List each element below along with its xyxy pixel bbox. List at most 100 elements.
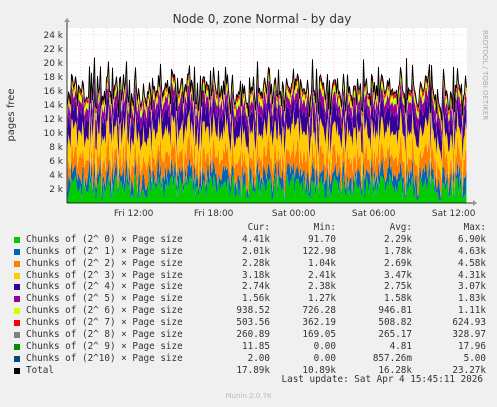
legend-series-name: Chunks of (2^ 0) × Page size (26, 233, 183, 245)
x-tick-label: Sat 12:00 (432, 209, 476, 219)
legend-series-name: Chunks of (2^ 8) × Page size (26, 329, 183, 341)
legend-avg-value: 16.28k (378, 364, 412, 376)
legend-cur-value: 2.00 (247, 352, 270, 364)
y-tick-label: 8 k (49, 143, 64, 153)
legend-series-name: Chunks of (2^ 9) × Page size (26, 340, 183, 352)
legend-cur-value: 17.89k (236, 364, 270, 376)
y-ticks: 2 k 4 k 6 k 8 k 10 k 12 k 14 k 16 k 18 k 20 k 22 k… (43, 31, 63, 195)
legend-row: Chunks of (2^ 5) × Page size 1.56k 1.27k 1.… (12, 293, 492, 305)
y-axis-arrow (64, 18, 70, 22)
x-ticks: Fri 12:00 Fri 18:00 Sat 00:00 Sat 06:00 Sat … (114, 209, 476, 219)
rrdtool-label: RRDTOOL / TOBI OETIKER (481, 30, 489, 120)
legend-series-name: Chunks of (2^ 4) × Page size (26, 281, 183, 293)
legend-avg-value: 3.47k (384, 269, 412, 281)
legend-cur-value: 2.01k (242, 245, 270, 257)
col-min: Min: (313, 222, 336, 233)
series-area-3 (67, 99, 467, 188)
legend-row: Chunks of (2^10) × Page size 2.00 0.00 857.… (12, 353, 492, 365)
legend-min-value: 91.70 (308, 233, 336, 245)
legend-avg-value: 4.81 (389, 340, 412, 352)
x-tick-label: Sat 00:00 (272, 209, 316, 219)
legend-min-value: 2.38k (308, 281, 336, 293)
legend-min-value: 122.98 (302, 245, 336, 257)
legend-min-value: 1.27k (308, 293, 336, 305)
legend-cur-value: 2.28k (242, 257, 270, 269)
legend-min-value: 726.28 (302, 305, 336, 317)
legend-avg-value: 946.81 (378, 305, 412, 317)
legend-series-name: Chunks of (2^ 2) × Page size (26, 257, 183, 269)
legend-cur-value: 1.56k (242, 293, 270, 305)
legend-cur-value: 11.85 (242, 340, 270, 352)
legend-cur-value: 2.74k (242, 281, 270, 293)
last-update: Last update: Sat Apr 4 15:45:11 2026 (281, 374, 484, 385)
legend-series-name: Chunks of (2^ 7) × Page size (26, 317, 183, 329)
series-area-0 (67, 173, 467, 203)
legend-max-value: 4.31k (458, 269, 486, 281)
legend-avg-value: 508.82 (378, 317, 412, 329)
legend-series-name: Chunks of (2^ 1) × Page size (26, 245, 183, 257)
legend-avg-value: 1.78k (384, 245, 412, 257)
total-line (67, 57, 467, 121)
legend-swatch (14, 284, 20, 291)
munin-version: Munin 2.0.76 (225, 392, 272, 400)
legend-max-value: 17.96 (458, 340, 486, 352)
legend-swatch (14, 308, 20, 315)
y-tick-label: 6 k (49, 157, 64, 167)
legend-cur-value: 260.89 (236, 329, 270, 341)
legend-cur-value: 503.56 (236, 317, 270, 329)
legend-series-name: Chunks of (2^ 6) × Page size (26, 305, 183, 317)
legend-row: Chunks of (2^ 9) × Page size 11.85 0.00 4.8… (12, 341, 492, 353)
legend-max-value: 4.58k (458, 257, 486, 269)
legend-swatch (14, 272, 20, 279)
legend-row: Total 17.89k 10.89k 16.28k 23.27k (12, 365, 492, 377)
legend-max-value: 4.63k (458, 245, 486, 257)
axes (64, 18, 477, 206)
legend-row: Chunks of (2^ 1) × Page size 2.01k 122.98 1… (12, 246, 492, 258)
total-series-line (67, 57, 467, 121)
legend-swatch (14, 343, 20, 350)
legend-avg-value: 857.26m (372, 352, 412, 364)
y-tick-label: 4 k (49, 171, 64, 181)
legend-swatch (14, 296, 20, 303)
y-tick-label: 18 k (43, 73, 63, 83)
legend-max-value: 1.83k (458, 293, 486, 305)
chart-title: Node 0, zone Normal - by day (173, 12, 352, 26)
legend-swatch (14, 248, 20, 255)
legend-row: Chunks of (2^ 0) × Page size 4.41k 91.70 2.… (12, 234, 492, 246)
legend-max-value: 6.90k (458, 233, 486, 245)
series-area-5 (67, 69, 467, 142)
legend-row: Chunks of (2^ 4) × Page size 2.74k 2.38k 2.… (12, 281, 492, 293)
series-area-2 (67, 126, 467, 199)
legend-row: Chunks of (2^ 8) × Page size 260.89 169.05… (12, 329, 492, 341)
x-tick-label: Fri 12:00 (114, 209, 154, 219)
legend-series-name: Chunks of (2^ 5) × Page size (26, 293, 183, 305)
legend-min-value: 169.05 (302, 329, 336, 341)
legend: Cur: Min: Avg: Max: Chunks of (2^ 0) × P… (12, 222, 492, 377)
legend-cur-value: 4.41k (242, 233, 270, 245)
legend-min-value: 10.89k (302, 364, 336, 376)
legend-max-value: 1.11k (458, 305, 486, 317)
chart: Node 0, zone Normal - by day pages free … (6, 12, 489, 219)
legend-cur-value: 938.52 (236, 305, 270, 317)
legend-swatch (14, 236, 20, 243)
legend-max-value: 23.27k (452, 364, 486, 376)
y-axis-label: pages free (6, 88, 17, 141)
series-area-6 (67, 62, 467, 133)
legend-max-value: 328.97 (452, 329, 486, 341)
legend-series-name: Total (26, 364, 54, 376)
legend-swatch (14, 332, 20, 339)
legend-swatch (14, 320, 20, 327)
legend-max-value: 3.07k (458, 281, 486, 293)
legend-row: Chunks of (2^ 2) × Page size 2.28k 1.04k 2.… (12, 258, 492, 270)
x-tick-label: Fri 18:00 (194, 209, 234, 219)
y-tick-label: 10 k (43, 129, 63, 139)
series-area-4 (67, 81, 467, 163)
legend-row: Chunks of (2^ 6) × Page size 938.52 726.28… (12, 305, 492, 317)
y-tick-label: 16 k (43, 87, 63, 97)
y-tick-label: 12 k (43, 115, 63, 125)
legend-max-value: 624.93 (452, 317, 486, 329)
y-tick-label: 2 k (49, 185, 64, 195)
legend-row: Chunks of (2^ 3) × Page size 3.18k 2.41k 3.… (12, 270, 492, 282)
legend-row: Chunks of (2^ 7) × Page size 503.56 362.19… (12, 317, 492, 329)
legend-avg-value: 2.29k (384, 233, 412, 245)
